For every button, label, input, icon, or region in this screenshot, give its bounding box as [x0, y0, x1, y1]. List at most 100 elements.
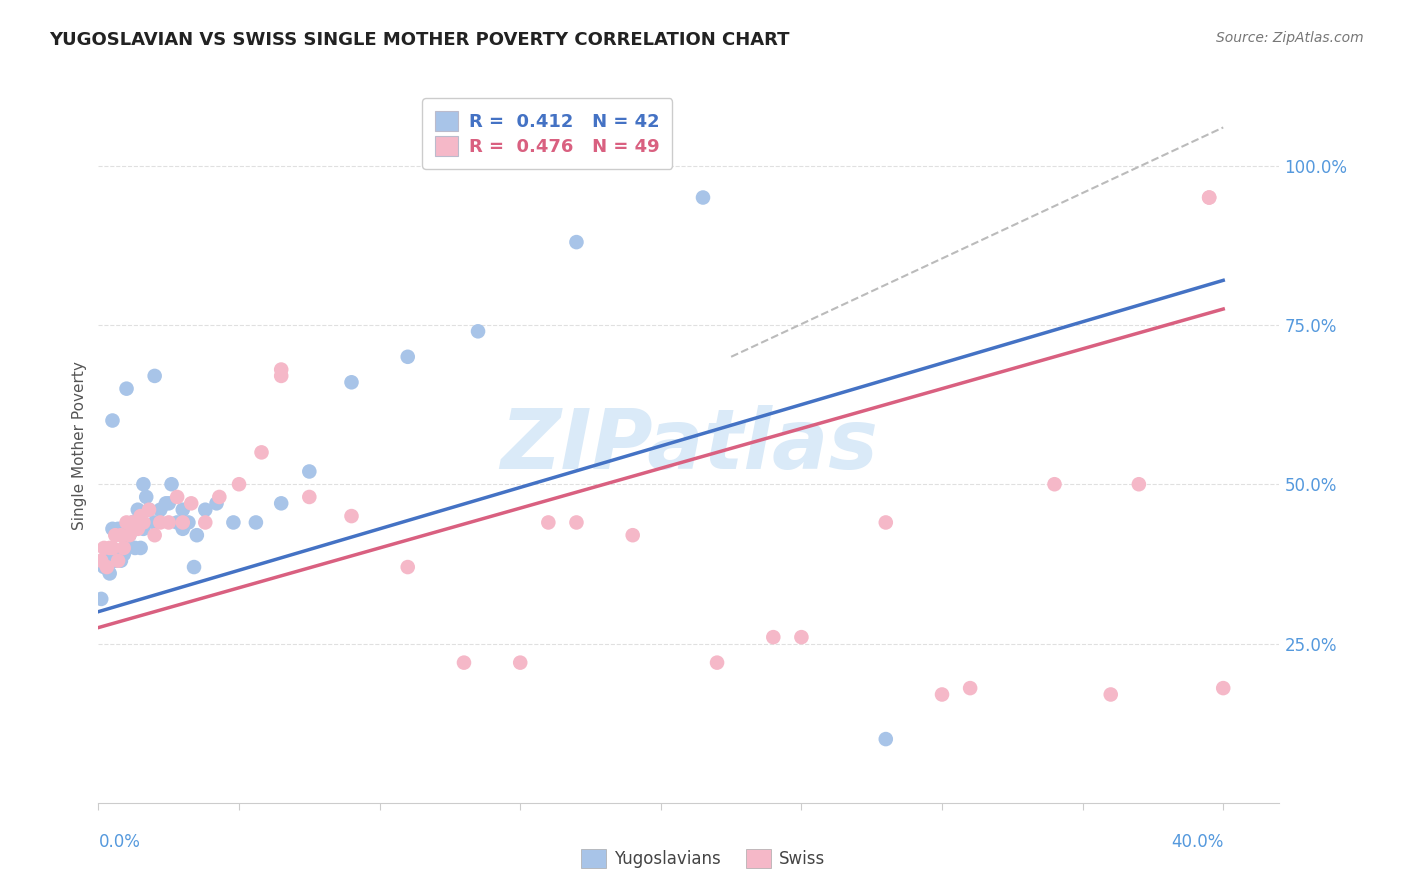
Point: [270, 368, 292, 383]
Point: [166, 516, 188, 530]
Point: [186, 528, 208, 542]
Point: [177, 516, 200, 530]
Point: [93, 541, 115, 555]
Point: [107, 554, 129, 568]
Point: [172, 502, 194, 516]
Point: [875, 516, 897, 530]
Point: [121, 516, 143, 530]
Point: [157, 496, 180, 510]
Point: [93, 560, 115, 574]
Point: [467, 324, 489, 338]
Point: [621, 528, 644, 542]
Point: [149, 502, 172, 516]
Legend: R =  0.412   N = 42, R =  0.476   N = 49: R = 0.412 N = 42, R = 0.476 N = 49: [422, 98, 672, 169]
Point: [96, 554, 118, 568]
Point: [172, 522, 194, 536]
Point: [132, 477, 155, 491]
Point: [1128, 477, 1150, 491]
Y-axis label: Single Mother Poverty: Single Mother Poverty: [72, 361, 87, 531]
Point: [121, 516, 143, 530]
Point: [110, 528, 132, 542]
Text: YUGOSLAVIAN VS SWISS SINGLE MOTHER POVERTY CORRELATION CHART: YUGOSLAVIAN VS SWISS SINGLE MOTHER POVER…: [49, 31, 790, 49]
Point: [205, 496, 228, 510]
Point: [762, 630, 785, 644]
Point: [124, 541, 146, 555]
Point: [790, 630, 813, 644]
Point: [222, 516, 245, 530]
Point: [115, 541, 138, 555]
Point: [90, 554, 112, 568]
Point: [101, 413, 124, 427]
Point: [194, 516, 217, 530]
Point: [98, 541, 121, 555]
Point: [180, 496, 202, 510]
Point: [340, 509, 363, 524]
Point: [208, 490, 231, 504]
Point: [509, 656, 531, 670]
Point: [1212, 681, 1234, 695]
Point: [118, 528, 141, 542]
Point: [132, 516, 155, 530]
Point: [138, 502, 160, 516]
Point: [129, 509, 152, 524]
Point: [396, 560, 419, 574]
Point: [132, 522, 155, 536]
Point: [1198, 190, 1220, 204]
Point: [157, 516, 180, 530]
Point: [155, 496, 177, 510]
Point: [183, 560, 205, 574]
Point: [245, 516, 267, 530]
Point: [110, 554, 132, 568]
Point: [931, 688, 953, 702]
Point: [127, 502, 149, 516]
Point: [96, 560, 118, 574]
Point: [112, 547, 135, 561]
Text: ZIPatlas: ZIPatlas: [501, 406, 877, 486]
Point: [194, 502, 217, 516]
Point: [228, 477, 250, 491]
Point: [115, 516, 138, 530]
Text: 0.0%: 0.0%: [98, 833, 141, 851]
Point: [104, 528, 127, 542]
Point: [143, 528, 166, 542]
Point: [127, 522, 149, 536]
Point: [453, 656, 475, 670]
Point: [537, 516, 560, 530]
Point: [1043, 477, 1066, 491]
Point: [129, 541, 152, 555]
Point: [135, 490, 157, 504]
Point: [565, 516, 588, 530]
Point: [143, 368, 166, 383]
Point: [692, 190, 714, 204]
Point: [101, 547, 124, 561]
Point: [298, 465, 321, 479]
Point: [90, 591, 112, 606]
Point: [1198, 190, 1220, 204]
Point: [270, 362, 292, 376]
Point: [115, 382, 138, 396]
Point: [149, 516, 172, 530]
Point: [101, 522, 124, 536]
Point: [340, 376, 363, 390]
Point: [138, 502, 160, 516]
Point: [270, 496, 292, 510]
Point: [959, 681, 981, 695]
Point: [565, 235, 588, 249]
Point: [160, 477, 183, 491]
Point: [101, 541, 124, 555]
Point: [172, 516, 194, 530]
Point: [298, 490, 321, 504]
Text: 40.0%: 40.0%: [1171, 833, 1223, 851]
Point: [107, 522, 129, 536]
Point: [98, 566, 121, 581]
Point: [143, 516, 166, 530]
Point: [112, 541, 135, 555]
Legend: Yugoslavians, Swiss: Yugoslavians, Swiss: [574, 843, 832, 875]
Point: [875, 732, 897, 747]
Point: [706, 656, 728, 670]
Point: [118, 528, 141, 542]
Point: [166, 490, 188, 504]
Point: [104, 554, 127, 568]
Point: [250, 445, 273, 459]
Text: Source: ZipAtlas.com: Source: ZipAtlas.com: [1216, 31, 1364, 45]
